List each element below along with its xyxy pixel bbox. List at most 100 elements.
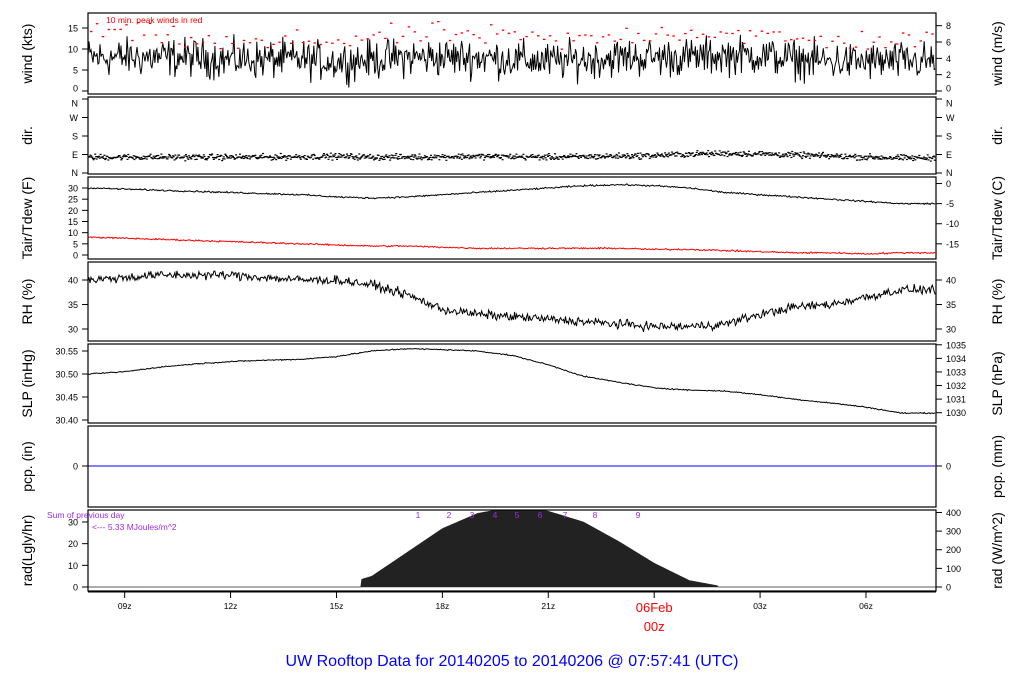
dir-point <box>184 160 187 162</box>
dir-point <box>924 157 927 159</box>
dir-point <box>670 154 673 156</box>
hour-marker: 5 <box>515 510 520 520</box>
dir-point <box>195 158 198 160</box>
dir-point <box>398 158 401 160</box>
dir-point <box>880 155 883 157</box>
dir-point <box>722 151 725 153</box>
dir-point <box>564 156 566 158</box>
temp-left-tick-label: 20 <box>68 206 78 216</box>
dir-point <box>259 156 262 158</box>
dir-point <box>780 156 783 158</box>
dir-point <box>259 155 261 157</box>
dir-point <box>523 158 526 160</box>
dir-point <box>397 155 400 158</box>
dir-point <box>691 152 694 154</box>
dir-point <box>744 153 747 155</box>
dir-point <box>791 150 794 153</box>
dir-point <box>241 156 244 158</box>
dir-point <box>927 159 930 161</box>
dir-point <box>483 159 486 161</box>
x-tick-label: 15z <box>330 601 344 611</box>
dir-point <box>765 152 767 154</box>
dir-point <box>626 153 629 155</box>
dir-point <box>824 154 827 156</box>
dir-point <box>160 153 163 155</box>
dir-point <box>165 156 167 158</box>
dir-point <box>694 154 697 156</box>
dir-point <box>699 151 702 153</box>
dir-point <box>644 155 647 158</box>
dir-point <box>830 154 833 156</box>
dir-point <box>745 155 748 157</box>
dir-point <box>389 157 392 159</box>
dir-point <box>875 156 878 158</box>
dir-point <box>894 157 897 159</box>
dir-point <box>363 154 365 156</box>
dir-point <box>142 155 145 157</box>
dir-point <box>359 158 362 160</box>
dir-point <box>879 158 882 160</box>
dir-point <box>771 152 774 154</box>
dir-point <box>905 154 908 157</box>
dir-point <box>461 153 464 155</box>
dir-point <box>591 156 594 158</box>
dir-point <box>238 156 241 158</box>
dir-point <box>869 155 872 157</box>
dir-point <box>239 153 241 155</box>
dir-point <box>656 152 659 154</box>
dir-point <box>225 156 228 158</box>
dir-point <box>483 156 486 159</box>
dir-right-tick-label: N <box>946 168 953 178</box>
dir-point <box>595 158 598 160</box>
dir-point <box>778 152 781 154</box>
dir-point <box>98 157 101 159</box>
dir-point <box>450 157 452 159</box>
dir-point <box>473 155 476 157</box>
dir-point <box>172 156 175 158</box>
dir-point <box>317 157 320 159</box>
dir-point <box>279 156 281 158</box>
dir-point <box>664 152 667 154</box>
dir-point <box>603 156 606 158</box>
dir-point <box>283 155 286 157</box>
dir-point <box>679 153 682 155</box>
dir-point <box>764 154 767 156</box>
dir-point <box>628 158 631 160</box>
dir-point <box>269 155 271 157</box>
dir-point <box>331 159 334 161</box>
dir-point <box>711 151 714 153</box>
dir-point <box>818 156 821 159</box>
dir-point <box>639 152 642 154</box>
dir-point <box>387 156 390 158</box>
dir-point <box>914 159 917 161</box>
dir-point <box>168 153 171 156</box>
dir-left-tick-label: N <box>72 168 79 178</box>
dir-point <box>663 156 666 158</box>
dir-point <box>135 156 138 158</box>
dir-point <box>798 155 801 157</box>
dir-point <box>406 155 409 157</box>
dir-point <box>821 153 824 155</box>
dir-point <box>403 158 406 160</box>
dir-point <box>552 157 555 159</box>
dir-point <box>753 153 756 155</box>
dir-point <box>734 153 737 155</box>
dir-point <box>306 158 308 160</box>
dir-point <box>761 151 764 153</box>
slp-right-tick-label: 1035 <box>946 340 966 350</box>
dir-point <box>299 158 302 160</box>
dir-point <box>101 156 104 159</box>
dir-point <box>352 156 355 158</box>
dir-point <box>903 157 906 159</box>
dir-point <box>410 155 413 157</box>
dir-point <box>192 154 195 156</box>
dir-point <box>382 158 385 161</box>
dir-point <box>862 157 865 159</box>
dir-point <box>874 157 877 159</box>
dir-point <box>345 156 348 158</box>
dir-point <box>514 157 517 159</box>
dir-point <box>848 155 851 157</box>
dir-point <box>281 156 284 158</box>
dir-point <box>867 155 870 157</box>
dir-point <box>518 155 521 157</box>
